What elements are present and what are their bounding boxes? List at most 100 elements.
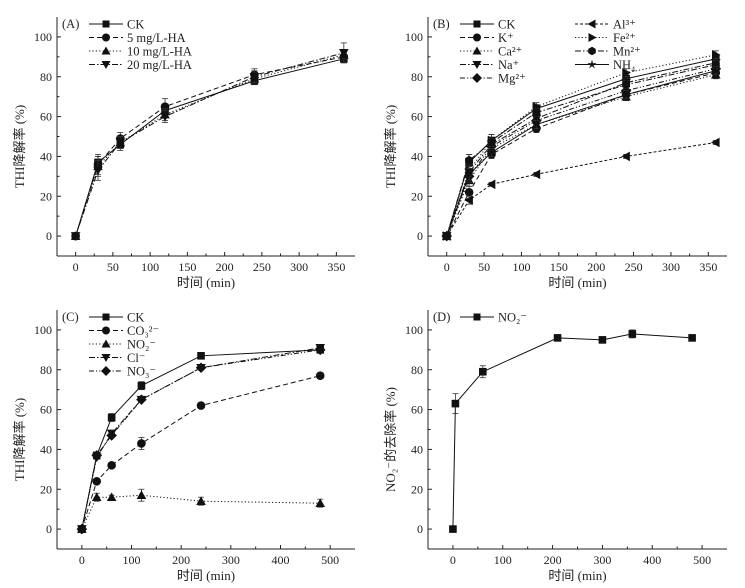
data-point [314,344,326,356]
legend-item: NO₂⁻ [460,311,527,325]
legend-marker [101,46,111,55]
series-line [75,52,344,237]
legend: NO₂⁻ [460,311,527,325]
legend-item: CK [460,18,515,32]
data-point [464,195,473,206]
series-2 [441,69,721,240]
data-point [621,151,630,162]
x-tick-label: 300 [593,553,611,567]
legend-item: Mg²⁺ [460,72,526,86]
x-tick-label: 100 [512,260,530,274]
legend-item: Na⁺ [460,58,519,72]
x-axis-label: 时间 (min) [177,568,235,583]
data-point [107,461,116,470]
data-point [339,49,349,58]
y-tick-label: 20 [411,189,423,203]
data-point [464,169,475,179]
legend-item: Ca²⁺ [460,45,522,59]
legend-marker [101,354,111,362]
data-point [441,230,452,241]
legend-item: NH₄ [575,58,635,72]
legend-label: 5 mg/L-HA [127,31,186,45]
x-tick-label: 250 [625,260,643,274]
x-tick-label: 200 [172,553,190,567]
series-1 [77,371,325,534]
data-point [315,498,326,507]
series-line [446,72,716,237]
y-tick-label: 60 [411,110,423,124]
x-tick-label: 300 [290,260,308,274]
panel-a: 0 20 40 60 80 100 0 50 100 150 200 250 300 350 时间 (min… [12,17,355,290]
y-tick-label: 100 [405,30,423,44]
data-point [451,399,460,408]
legend-marker [102,20,110,28]
legend-marker [102,326,110,335]
series-8 [441,65,721,241]
x-tick-label: 200 [587,260,605,274]
data-point [93,166,103,176]
y-tick-label: 20 [411,482,423,496]
x-tick-label: 150 [178,260,196,274]
series-line [81,375,321,530]
data-point [487,137,496,148]
y-tick-label: 60 [411,403,423,417]
panel-b: 0 20 40 60 80 100 0 50 100 150 200 250 300 350 时间 (min… [383,17,727,290]
y-tick-label: 80 [411,363,423,377]
x-tick-label: 300 [222,553,240,567]
data-point [106,430,117,441]
data-point [531,169,541,180]
y-tick-label: 100 [34,30,52,44]
panel-tag: (B) [433,17,450,31]
legend-label: Cl⁻ [127,351,145,365]
legend-label: NO₂⁻ [498,311,527,325]
legend-item: Cl⁻ [89,351,145,365]
x-tick-label: 300 [662,260,680,274]
legend-item: Al³⁺ [575,18,636,32]
data-point [137,381,146,390]
legend-label: NO₃⁻ [127,365,156,379]
data-point [531,119,542,129]
legend-marker [101,366,111,376]
legend-item: 10 mg/L-HA [89,45,192,59]
data-point [249,72,260,82]
series-2 [77,488,326,533]
data-point [196,496,206,505]
series-line [81,494,321,530]
y-axis-label: THI降解率 (%) [12,398,27,481]
legend-item: Fe²⁺ [575,31,636,45]
legend-marker [472,46,482,55]
legend-marker [588,46,596,56]
data-point [622,80,631,90]
y-tick-label: 40 [411,442,423,456]
data-point [195,362,207,374]
series-line [446,74,716,237]
data-point [465,165,474,176]
legend-marker [473,20,481,28]
x-axis-label: 时间 (min) [548,568,606,583]
data-point [196,401,206,410]
legend-item: CK [89,18,144,32]
legend-marker [472,73,482,83]
data-point [628,330,637,338]
y-axis-label: THI降解率 (%) [12,105,27,188]
data-point [553,334,562,342]
x-tick-label: 150 [550,260,568,274]
data-point [115,138,126,148]
x-tick-label: 200 [216,260,234,274]
y-tick-label: 0 [417,522,423,536]
x-axis-label: 时间 (min) [177,275,235,290]
series-line [446,58,716,237]
x-tick-label: 0 [450,553,456,567]
legend-label: Al³⁺ [613,18,636,32]
data-point [465,155,474,165]
data-point [137,439,146,448]
data-point [710,65,721,76]
series-line [81,349,321,530]
series-line [446,141,716,237]
series-2 [70,50,349,240]
legend-label: Ca²⁺ [498,45,522,59]
series-line [446,54,716,237]
data-point [76,523,88,535]
data-point [532,108,541,118]
